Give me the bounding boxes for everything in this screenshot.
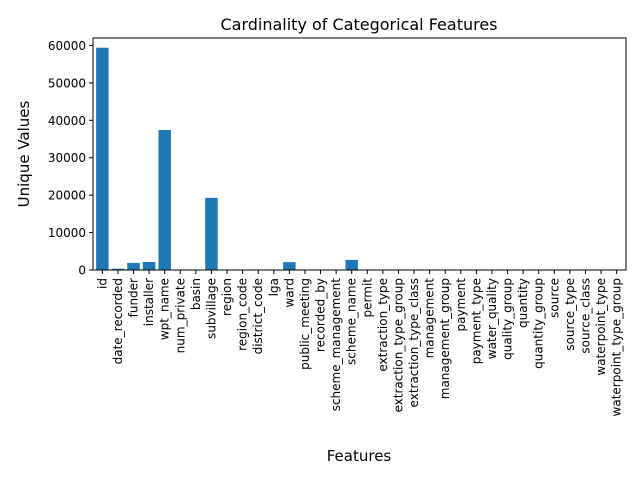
chart-title: Cardinality of Categorical Features: [220, 15, 497, 34]
x-tick-label-funder: funder: [127, 278, 141, 317]
x-tick-label-extraction_type_group: extraction_type_group: [391, 278, 405, 413]
x-tick-label-id: id: [95, 278, 109, 289]
x-tick-label-district_code: district_code: [251, 278, 265, 354]
bar-ward: [283, 262, 296, 270]
bar-id: [96, 47, 109, 271]
x-tick-label-waterpoint_type_group: waterpoint_type_group: [610, 278, 624, 416]
x-axis-label: Features: [327, 447, 392, 465]
x-tick-label-source_class: source_class: [578, 278, 592, 354]
x-tick-label-region_code: region_code: [236, 278, 250, 351]
x-tick-label-num_private: num_private: [173, 278, 187, 353]
x-tick-label-basin: basin: [189, 278, 203, 310]
x-tick-label-management_group: management_group: [438, 278, 452, 399]
y-tick-label: 50000: [48, 76, 86, 90]
bar-installer: [142, 261, 156, 270]
bar-wpt_name: [158, 130, 171, 270]
y-tick-label: 40000: [48, 114, 86, 128]
x-tick-label-payment: payment: [454, 278, 468, 332]
x-axis: id date_recorded funder installer wpt_name nu…: [95, 270, 624, 416]
x-tick-label-quantity: quantity: [516, 278, 530, 328]
bars-group: [96, 47, 623, 271]
x-tick-label-scheme_name: scheme_name: [345, 278, 359, 365]
bar-subvillage: [205, 197, 218, 270]
x-tick-label-quantity_group: quantity_group: [532, 278, 546, 369]
y-tick-label: 30000: [48, 151, 86, 165]
x-tick-label-permit: permit: [360, 278, 374, 318]
x-tick-label-management: management: [423, 278, 437, 359]
x-tick-label-waterpoint_type: waterpoint_type: [594, 278, 608, 376]
x-tick-label-extraction_type: extraction_type: [376, 278, 390, 372]
y-axis-label: Unique Values: [15, 100, 33, 207]
x-tick-label-recorded_by: recorded_by: [314, 278, 328, 352]
x-tick-label-date_recorded: date_recorded: [111, 278, 125, 364]
x-tick-label-scheme_management: scheme_management: [329, 278, 343, 412]
x-tick-label-extraction_type_class: extraction_type_class: [407, 278, 421, 407]
x-tick-label-installer: installer: [142, 278, 156, 326]
bar-scheme_name: [345, 259, 358, 270]
x-tick-label-subvillage: subvillage: [204, 278, 218, 339]
x-tick-label-public_meeting: public_meeting: [298, 278, 312, 370]
x-tick-label-region: region: [220, 278, 234, 316]
plot-frame: [92, 37, 627, 271]
x-tick-label-water_quality: water_quality: [485, 278, 499, 359]
y-axis: 0 10000 20000 30000 40000 50000 60000: [48, 39, 93, 278]
x-tick-label-source: source: [547, 278, 561, 318]
y-tick-label: 60000: [48, 39, 86, 53]
y-tick-label: 0: [78, 264, 86, 278]
bar-funder: [127, 262, 140, 270]
bar-date_recorded: [111, 268, 125, 270]
x-tick-label-ward: ward: [282, 278, 296, 308]
x-tick-label-wpt_name: wpt_name: [158, 278, 172, 340]
y-tick-label: 10000: [48, 226, 86, 240]
x-tick-label-source_type: source_type: [563, 278, 577, 351]
x-tick-label-payment_type: payment_type: [469, 278, 483, 364]
x-tick-label-lga: lga: [267, 278, 281, 296]
y-tick-label: 20000: [48, 189, 86, 203]
x-tick-label-quality_group: quality_group: [501, 278, 515, 360]
